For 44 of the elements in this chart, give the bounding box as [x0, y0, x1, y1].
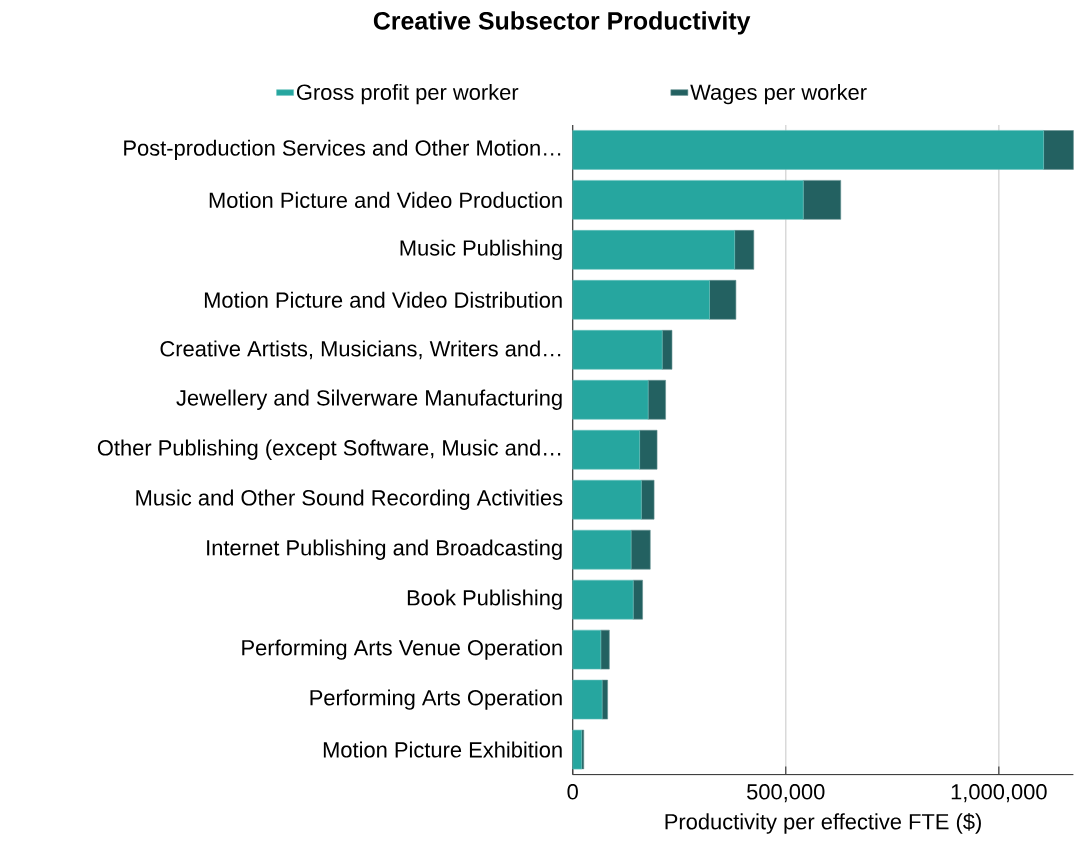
y-tick-label: Other Publishing (except Software, Music and…: [97, 439, 561, 461]
x-tick-label: 500,000: [747, 784, 825, 803]
y-tick-label: Motion Picture Exhibition: [323, 741, 562, 758]
y-tick-label: Jewellery and Silverware Manufacturing: [176, 389, 562, 411]
legend-label: Wages per worker: [690, 84, 867, 105]
legend-label: Gross profit per worker: [296, 84, 519, 105]
bar: [709, 280, 737, 320]
x-tick-label: 1,000,000: [951, 784, 1047, 803]
y-tick-label: Internet Publishing and Broadcasting: [207, 539, 562, 561]
bar: [734, 230, 755, 270]
bar: [572, 680, 603, 720]
bar: [661, 330, 673, 370]
y-tick-label: Book Publishing: [407, 589, 562, 611]
bar: [572, 480, 642, 520]
y-tick-label: Music and Other Sound Recording Activities: [136, 489, 563, 511]
bar: [572, 580, 634, 620]
y-tick-label: Music Publishing: [400, 239, 562, 261]
y-tick-label: Performing Arts Operation: [310, 689, 562, 711]
y-tick-label: Motion Picture and Video Production: [209, 192, 562, 209]
bar: [572, 230, 735, 270]
bar: [639, 430, 658, 470]
y-tick-label: Motion Picture and Video Distribution: [204, 292, 562, 309]
bar: [572, 430, 640, 470]
bar: [802, 180, 842, 220]
bar: [640, 480, 655, 520]
bar: [572, 330, 663, 370]
bar: [572, 280, 710, 320]
bar: [572, 530, 632, 570]
y-tick-label: Post-production Services and Other Motion…: [124, 139, 561, 161]
bar: [600, 630, 610, 670]
y-tick-label: Performing Arts Venue Operation: [242, 639, 562, 661]
bar: [630, 530, 651, 570]
x-tick-label: 0: [567, 784, 578, 800]
chart-title: Creative Subsector Productivity: [373, 11, 751, 35]
bar: [1043, 130, 1074, 170]
bar: [647, 380, 666, 420]
bar: [572, 630, 602, 670]
bar: [572, 180, 804, 220]
y-tick-label: Creative Artists, Musicians, Writers and…: [160, 340, 561, 360]
bar: [572, 130, 1044, 170]
bar: [572, 380, 649, 420]
bar: [572, 730, 582, 770]
x-axis-title: Productivity per effective FTE ($): [665, 813, 981, 835]
bar: [632, 580, 643, 620]
